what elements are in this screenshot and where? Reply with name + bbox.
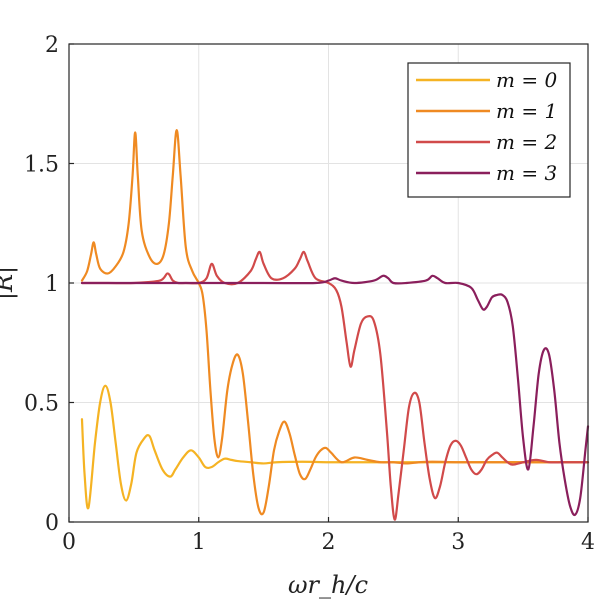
legend-label-m1: m = 1 [496,99,557,123]
x-tick-label: 3 [451,530,465,555]
y-tick-label: 1.5 [24,153,59,178]
series-layer [80,128,590,521]
legend-label-m2: m = 2 [496,130,557,154]
y-tick-label: 1 [45,272,59,297]
legend: m = 0 m = 1 m = 2 m = 3 [407,62,571,198]
legend-label-m0: m = 0 [496,68,557,92]
y-tick-label: 0 [45,511,59,536]
series-line-m0 [80,384,590,510]
x-tick-label: 2 [322,530,336,555]
x-tick-label: 4 [581,530,595,555]
y-axis-label: |R| [0,266,19,300]
axes [68,43,589,523]
series-line-m3 [80,274,590,517]
legend-box [407,62,571,198]
y-tick-label: 0.5 [24,392,59,417]
x-tick-label: 0 [62,530,76,555]
series-line-m2 [80,250,590,521]
y-tick-labels: 0 0.5 1 1.5 2 [24,33,59,536]
x-tick-label: 1 [192,530,206,555]
x-tick-labels: 0 1 2 3 4 [62,530,595,555]
x-axis-label: ωr_h/c [288,571,368,599]
series-line-m1 [80,128,590,516]
y-tick-label: 2 [45,33,59,58]
legend-label-m3: m = 3 [496,161,557,185]
